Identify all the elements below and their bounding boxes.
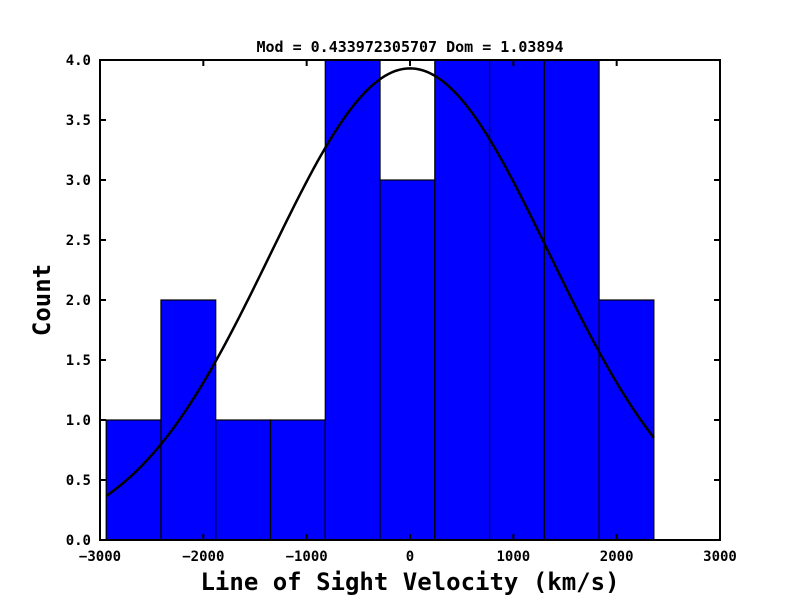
gaussian-fit-curve [105, 67, 655, 497]
histogram-bar-10 [598, 299, 655, 541]
axis-ticks: −3000 −2000 −1000 0 1000 2000 3000 0.0 0.5 1.0 1.5… [66, 53, 737, 565]
x-tick-label: −1000 [286, 549, 328, 565]
histogram-bar-1 [105, 419, 162, 541]
y-tick-label: 1.5 [66, 353, 91, 369]
histogram-bar-3 [215, 419, 272, 541]
x-tick-label: 3000 [703, 549, 737, 565]
x-tick-label: −2000 [182, 549, 224, 565]
histogram-bar-6 [379, 179, 436, 541]
histogram-bar-2 [160, 299, 217, 541]
x-tick-label: −3000 [79, 549, 121, 565]
plot-frame [99, 59, 721, 541]
y-tick-label: 2.5 [66, 233, 91, 249]
x-axis-label: Line of Sight Velocity (km/s) [200, 568, 619, 596]
y-tick-label: 2.0 [66, 293, 91, 309]
y-tick-label: 4.0 [66, 53, 91, 69]
y-tick-label: 1.0 [66, 413, 91, 429]
y-axis-label: Count [28, 264, 56, 336]
y-tick-label: 3.5 [66, 113, 91, 129]
y-tick-label: 0.5 [66, 473, 91, 489]
histogram-bar-5 [324, 59, 381, 541]
histogram-bar-7 [434, 59, 491, 541]
y-tick-label: 3.0 [66, 173, 91, 189]
x-tick-label: 0 [406, 549, 414, 565]
x-tick-label: 2000 [600, 549, 634, 565]
histogram-bar-4 [269, 419, 326, 541]
histogram-bars [105, 59, 655, 541]
chart-title: Mod = 0.433972305707 Dom = 1.03894 [256, 38, 563, 56]
histogram-bar-8 [488, 59, 545, 541]
x-tick-label: 1000 [496, 549, 530, 565]
y-tick-label: 0.0 [66, 533, 91, 549]
